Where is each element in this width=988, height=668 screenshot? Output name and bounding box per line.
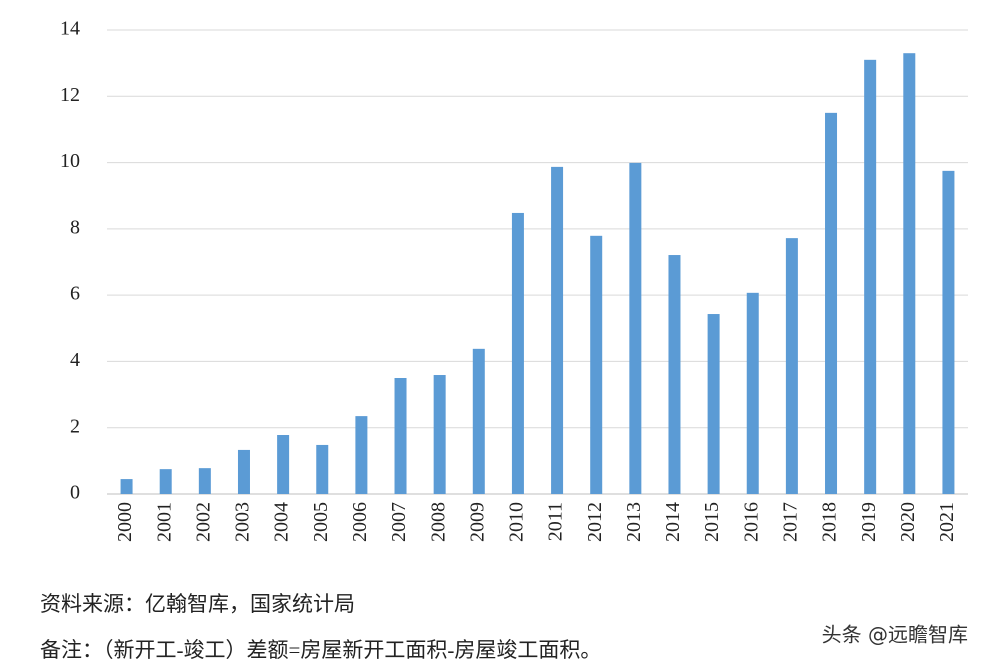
bar [942,170,955,494]
footnote: 备注：（新开工-竣工）差额=房屋新开工面积-房屋竣工面积。 [40,638,601,662]
x-tick-label: 2011 [545,502,567,541]
bar [551,166,564,494]
bar [472,348,485,494]
x-tick-label: 2020 [897,502,919,542]
bar [668,255,681,494]
x-tick-label: 2010 [506,502,528,542]
y-tick-label: 6 [70,283,80,305]
y-tick-label: 4 [70,349,80,371]
bar [198,468,211,494]
x-tick-label: 2013 [623,502,645,542]
x-tick-label: 2003 [232,502,254,542]
y-tick-label: 2 [70,415,80,437]
x-tick-label: 2000 [114,502,136,542]
bar [746,292,759,494]
x-tick-label: 2006 [349,502,371,542]
x-tick-label: 2018 [819,502,841,542]
y-tick-label: 8 [70,216,80,238]
bar [825,112,838,494]
bar [903,53,916,494]
x-tick-label: 2008 [427,502,449,542]
bar [433,375,446,494]
x-tick-label: 2017 [779,502,801,542]
x-tick-label: 2014 [662,502,684,542]
bar [511,212,524,494]
x-tick-label: 2015 [701,502,723,542]
x-tick-label: 2001 [153,502,175,542]
x-tick-label: 2012 [584,502,606,542]
x-tick-label: 2007 [388,502,410,542]
bar [237,449,250,494]
y-tick-label: 10 [60,150,80,172]
bar [394,378,407,494]
bar [864,59,877,494]
source-note: 资料来源：亿翰智库，国家统计局 [40,592,355,616]
x-tick-label: 2009 [466,502,488,542]
bar [120,479,133,494]
bar [629,162,642,494]
bar [159,469,172,494]
y-tick-label: 12 [60,84,80,106]
y-tick-label: 14 [60,18,80,40]
watermark: 头条 @远瞻智库 [822,623,968,647]
x-tick-label: 2019 [858,502,880,542]
x-tick-label: 2004 [271,502,293,542]
bar [590,235,603,494]
x-tick-label: 2016 [740,502,762,542]
bar [785,238,798,494]
x-tick-label: 2005 [310,502,332,542]
bar [707,314,720,494]
x-tick-label: 2002 [192,502,214,542]
x-tick-label: 2021 [936,502,958,542]
y-tick-label: 0 [70,482,80,504]
bar [277,435,290,494]
bar [355,416,368,494]
bar [316,444,329,494]
